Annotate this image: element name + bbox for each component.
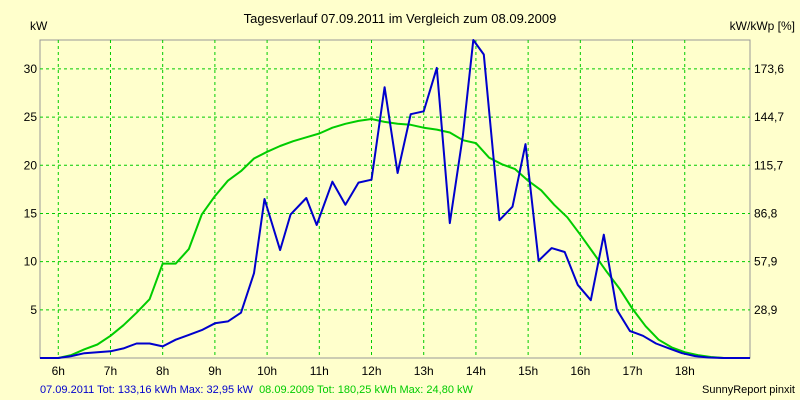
x-tick-label: 11h <box>310 364 329 378</box>
plot-area <box>39 39 751 359</box>
y2-tick-label: 86,8 <box>754 206 778 220</box>
x-tick-label: 18h <box>675 364 695 378</box>
y2-tick-label: 144,7 <box>754 110 784 124</box>
y-axis-label: kW <box>30 19 48 33</box>
grid <box>40 40 750 358</box>
y2-axis-ticks: 28,9 57,9 86,8 115,7 144,7 173,6 <box>754 62 784 317</box>
x-tick-label: 12h <box>361 364 381 378</box>
y-tick-label: 10 <box>24 255 38 269</box>
series-line-07.09.2011 <box>40 39 750 359</box>
x-tick-label: 6h <box>52 364 65 378</box>
y-axis-ticks: 5 10 15 20 25 30 <box>24 62 38 317</box>
chart-title: Tagesverlauf 07.09.2011 im Vergleich zum… <box>244 11 557 26</box>
x-tick-label: 10h <box>257 364 277 378</box>
x-tick-label: 16h <box>570 364 590 378</box>
y2-tick-label: 115,7 <box>754 158 783 172</box>
series-lines <box>40 39 750 359</box>
y2-axis-label: kW/kWp [%] <box>730 19 795 33</box>
y-tick-label: 15 <box>24 206 38 220</box>
y2-tick-label: 57,9 <box>754 255 778 269</box>
x-axis-ticks: 6h 7h 8h 9h 10h 11h 12h 13h 14h 15h 16h 17h 18h <box>52 364 695 378</box>
y2-tick-label: 173,6 <box>754 62 784 76</box>
credit-text: SunnyReport pinxit <box>702 384 795 396</box>
y-tick-label: 20 <box>24 158 38 172</box>
y-tick-label: 5 <box>30 303 37 317</box>
x-tick-label: 8h <box>156 364 169 378</box>
x-tick-label: 15h <box>518 364 538 378</box>
x-tick-label: 7h <box>104 364 117 378</box>
y-tick-label: 25 <box>24 110 38 124</box>
footer-series-1-summary: 07.09.2011 Tot: 133,16 kWh Max: 32,95 kW <box>40 384 254 396</box>
chart-footer: 07.09.2011 Tot: 133,16 kWh Max: 32,95 kW… <box>40 384 473 396</box>
x-tick-label: 9h <box>208 364 221 378</box>
x-tick-label: 13h <box>414 364 434 378</box>
x-tick-label: 14h <box>466 364 486 378</box>
y-tick-label: 30 <box>24 62 38 76</box>
footer-series-2-summary: 08.09.2009 Tot: 180,25 kWh Max: 24,80 kW <box>259 384 473 396</box>
series-line-08.09.2009 <box>40 118 750 359</box>
y2-tick-label: 28,9 <box>754 303 778 317</box>
x-tick-label: 17h <box>623 364 643 378</box>
